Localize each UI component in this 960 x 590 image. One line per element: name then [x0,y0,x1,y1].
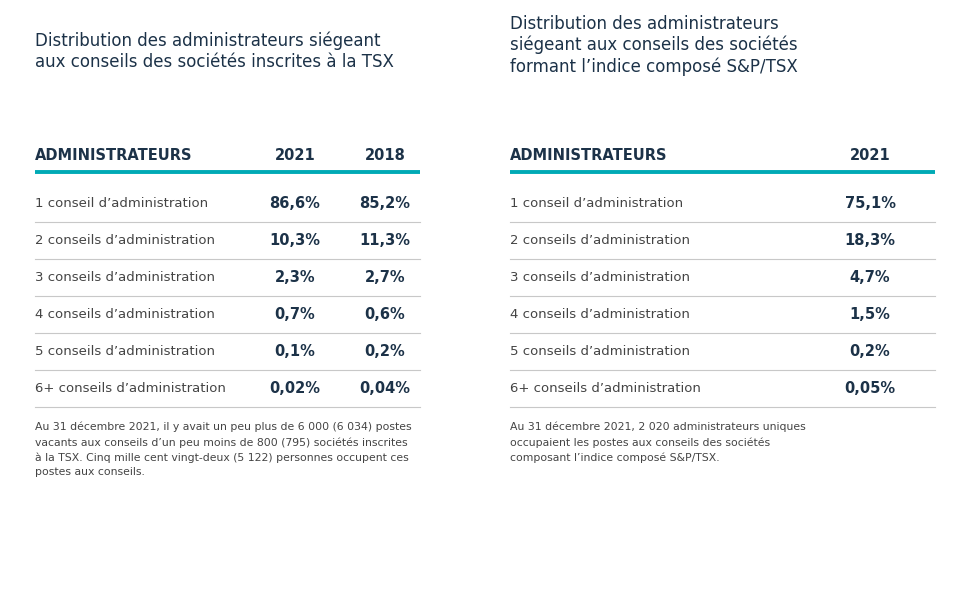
Text: ADMINISTRATEURS: ADMINISTRATEURS [35,148,193,163]
Text: 5 conseils d’administration: 5 conseils d’administration [35,345,215,358]
Text: 4 conseils d’administration: 4 conseils d’administration [510,308,690,321]
Text: 2 conseils d’administration: 2 conseils d’administration [510,234,690,247]
Text: 18,3%: 18,3% [845,233,896,248]
Text: 4,7%: 4,7% [850,270,890,285]
Text: 86,6%: 86,6% [270,196,321,211]
Text: 2021: 2021 [275,148,316,163]
Text: aux conseils des sociétés inscrites à la TSX: aux conseils des sociétés inscrites à la… [35,53,394,71]
Text: 0,7%: 0,7% [275,307,316,322]
Text: 3 conseils d’administration: 3 conseils d’administration [510,271,690,284]
Text: 4 conseils d’administration: 4 conseils d’administration [35,308,215,321]
Text: Au 31 décembre 2021, 2 020 administrateurs uniques
occupaient les postes aux con: Au 31 décembre 2021, 2 020 administrateu… [510,422,805,463]
Text: 0,2%: 0,2% [365,344,405,359]
Text: Distribution des administrateurs: Distribution des administrateurs [510,15,779,33]
Text: formant l’indice composé S&P/TSX: formant l’indice composé S&P/TSX [510,57,798,76]
Text: 1 conseil d’administration: 1 conseil d’administration [35,197,208,210]
Text: ADMINISTRATEURS: ADMINISTRATEURS [510,148,667,163]
Text: 0,2%: 0,2% [850,344,890,359]
Text: 1,5%: 1,5% [850,307,891,322]
Text: Au 31 décembre 2021, il y avait un peu plus de 6 000 (6 034) postes
vacants aux : Au 31 décembre 2021, il y avait un peu p… [35,422,412,477]
Text: 5 conseils d’administration: 5 conseils d’administration [510,345,690,358]
Text: 2021: 2021 [850,148,890,163]
Text: 6+ conseils d’administration: 6+ conseils d’administration [510,382,701,395]
Text: 75,1%: 75,1% [845,196,896,211]
Text: 2 conseils d’administration: 2 conseils d’administration [35,234,215,247]
Text: 2018: 2018 [365,148,405,163]
Text: 3 conseils d’administration: 3 conseils d’administration [35,271,215,284]
Text: 2,7%: 2,7% [365,270,405,285]
Text: Distribution des administrateurs siégeant: Distribution des administrateurs siégean… [35,32,380,51]
Text: 0,02%: 0,02% [270,381,321,396]
Text: 11,3%: 11,3% [359,233,411,248]
Text: 1 conseil d’administration: 1 conseil d’administration [510,197,684,210]
Text: 2,3%: 2,3% [275,270,315,285]
Text: siégeant aux conseils des sociétés: siégeant aux conseils des sociétés [510,36,798,54]
Text: 0,1%: 0,1% [275,344,316,359]
Text: 6+ conseils d’administration: 6+ conseils d’administration [35,382,226,395]
Text: 0,04%: 0,04% [359,381,411,396]
Text: 0,05%: 0,05% [845,381,896,396]
Text: 10,3%: 10,3% [270,233,321,248]
Text: 85,2%: 85,2% [359,196,411,211]
Text: 0,6%: 0,6% [365,307,405,322]
